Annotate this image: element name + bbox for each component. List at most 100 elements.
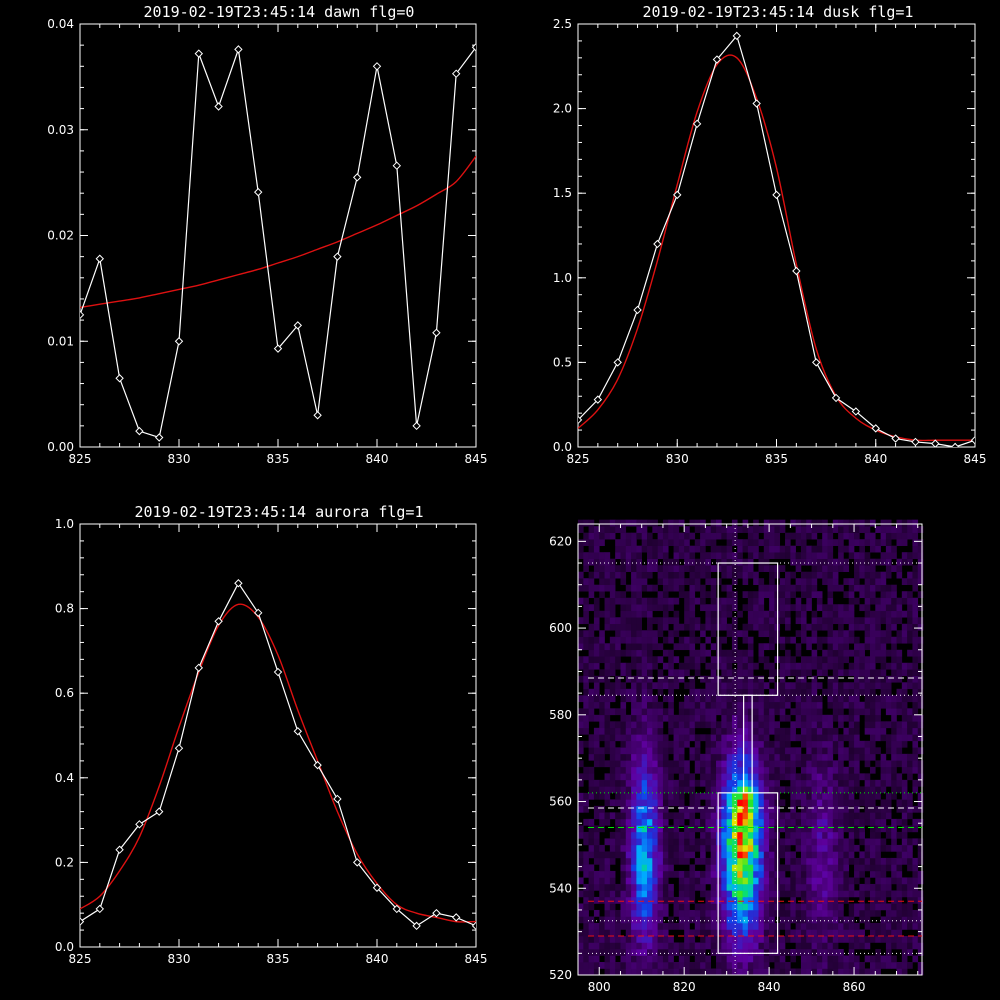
- heatmap-cell: [806, 669, 812, 677]
- heatmap-cell: [864, 792, 871, 800]
- heatmap-cell: [742, 591, 749, 599]
- heatmap-cell: [583, 935, 589, 943]
- heatmap-cell: [578, 805, 584, 813]
- heatmap-cell: [716, 558, 722, 566]
- heatmap-cell: [737, 831, 743, 839]
- heatmap-cell: [795, 539, 802, 546]
- heatmap-cell: [854, 584, 860, 592]
- heatmap-cell: [710, 799, 717, 807]
- heatmap-cell: [615, 883, 621, 891]
- heatmap-cell: [763, 721, 770, 729]
- heatmap-cell: [885, 604, 892, 612]
- heatmap-cell: [912, 870, 919, 878]
- heatmap-cell: [790, 604, 796, 612]
- heatmap-cell: [599, 864, 605, 872]
- heatmap-cell: [631, 760, 637, 768]
- heatmap-cell: [636, 844, 643, 852]
- heatmap-cell: [588, 669, 595, 677]
- heatmap-cell: [625, 623, 632, 631]
- heatmap-cell: [800, 662, 807, 670]
- heatmap-cell: [763, 935, 770, 943]
- heatmap-cell: [625, 844, 632, 852]
- dawn-data-point: [115, 374, 124, 383]
- heatmap-cell: [604, 721, 611, 729]
- heatmap-cell: [615, 708, 621, 716]
- heatmap-cell: [901, 922, 908, 930]
- heatmap-cell: [678, 519, 685, 527]
- heatmap-cell: [636, 682, 643, 690]
- heatmap-cell: [917, 948, 924, 956]
- heatmap-cell: [731, 604, 738, 612]
- heatmap-cell: [710, 753, 717, 761]
- heatmap-cell: [753, 870, 759, 878]
- heatmap-cell: [816, 747, 823, 755]
- heatmap-cell: [880, 786, 887, 794]
- heatmap-cell: [896, 539, 903, 546]
- heatmap-cell: [631, 604, 637, 612]
- heatmap-cell: [811, 688, 818, 696]
- heatmap-cell: [753, 909, 759, 917]
- heatmap-cell: [657, 552, 664, 559]
- heatmap-cell: [678, 565, 685, 573]
- heatmap-cell: [668, 688, 674, 696]
- heatmap-cell: [880, 571, 887, 579]
- heatmap-cell: [854, 649, 860, 657]
- heatmap-cell: [662, 591, 669, 599]
- heatmap-cell: [827, 591, 834, 599]
- heatmap-cell: [625, 922, 632, 930]
- heatmap-cell: [811, 922, 818, 930]
- heatmap-cell: [864, 591, 871, 599]
- heatmap-cell: [631, 877, 637, 885]
- heatmap-cell: [721, 831, 727, 839]
- heatmap-cell: [657, 766, 664, 774]
- heatmap-cell: [880, 877, 887, 885]
- heatmap-cell: [652, 519, 658, 527]
- heatmap-cell: [838, 604, 844, 612]
- heatmap-cell: [742, 571, 749, 579]
- heatmap-cell: [795, 519, 802, 527]
- heatmap-cell: [625, 773, 632, 781]
- heatmap-cell: [716, 877, 722, 885]
- heatmap-cell: [800, 526, 807, 533]
- heatmap-cell: [854, 734, 860, 742]
- heatmap-cell: [816, 909, 823, 917]
- heatmap-cell: [785, 578, 791, 586]
- heatmap-cell: [721, 955, 727, 963]
- heatmap-cell: [753, 519, 759, 527]
- heatmap-cell: [769, 643, 775, 651]
- heatmap-cell: [896, 604, 903, 612]
- heatmap-cell: [848, 883, 855, 891]
- heatmap-cell: [912, 877, 919, 885]
- heatmap-cell: [636, 727, 643, 735]
- heatmap-cell: [578, 929, 584, 937]
- heatmap-cell: [625, 961, 632, 969]
- heatmap-cell: [917, 747, 924, 755]
- dawn-ytick-label: 0.02: [47, 229, 74, 243]
- heatmap-cell: [593, 779, 600, 787]
- heatmap-cell: [689, 831, 696, 839]
- heatmap-cell: [647, 584, 653, 592]
- heatmap-cell: [907, 916, 913, 924]
- image-xtick-label: 800: [588, 980, 611, 994]
- heatmap-cell: [859, 669, 865, 677]
- heatmap-cell: [726, 864, 733, 872]
- heatmap-cell: [641, 701, 648, 709]
- heatmap-cell: [678, 896, 685, 904]
- heatmap-cell: [662, 740, 669, 748]
- heatmap-cell: [859, 675, 865, 683]
- heatmap-cell: [806, 766, 812, 774]
- heatmap-cell: [800, 929, 807, 937]
- heatmap-cell: [763, 877, 770, 885]
- heatmap-cell: [700, 961, 706, 969]
- heatmap-cell: [588, 766, 595, 774]
- heatmap-cell: [816, 890, 823, 898]
- heatmap-cell: [747, 838, 754, 846]
- heatmap-cell: [901, 903, 908, 911]
- heatmap-cell: [859, 864, 865, 872]
- heatmap-cell: [779, 883, 786, 891]
- heatmap-cell: [806, 760, 812, 768]
- heatmap-cell: [822, 766, 828, 774]
- heatmap-cell: [716, 844, 722, 852]
- heatmap-cell: [790, 688, 796, 696]
- aurora-ytick-label: 0.2: [55, 855, 74, 869]
